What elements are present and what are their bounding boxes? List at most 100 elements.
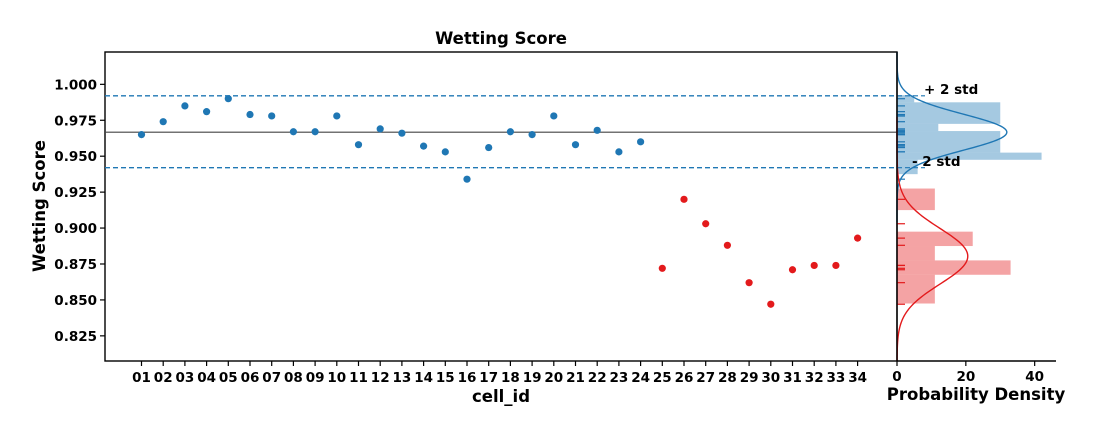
x-tick-label: 08 [284, 370, 303, 386]
y-tick-label: 0.925 [54, 185, 97, 201]
x-tick-label: 13 [393, 370, 412, 386]
y-tick-label: 0.950 [54, 149, 97, 165]
scatter-point-blue [528, 131, 536, 139]
scatter-point-blue [203, 108, 211, 116]
histogram-bar-blue [897, 159, 918, 175]
histogram-x-ticks: 0 20 40 [892, 361, 1044, 385]
histogram-bar-red [897, 274, 935, 304]
scatter-point-blue [637, 138, 645, 146]
histogram-reference-lines [897, 95, 925, 169]
scatter-plot-frame [104, 51, 898, 362]
x-tick-label: 15 [436, 370, 455, 386]
scatter-point-red [832, 261, 840, 270]
x-tick-label: 31 [783, 370, 802, 386]
x-tick-label: 07 [262, 370, 281, 386]
x-tick-label: 18 [501, 370, 520, 386]
x-tick-label: 28 [718, 370, 737, 386]
histogram-bar-blue [897, 95, 915, 103]
histogram-x-tick-label: 40 [1025, 369, 1044, 385]
scatter-point-blue [615, 148, 623, 156]
reference-lines [105, 95, 897, 169]
x-axis-label: cell_id [472, 387, 530, 406]
scatter-point-blue [463, 175, 471, 183]
scatter-point-blue [376, 125, 384, 133]
histogram-bar-blue [897, 131, 1001, 153]
x-tick-label: 11 [349, 370, 368, 386]
histogram-bar-blue [897, 152, 1042, 160]
histogram-bar-blue [897, 123, 939, 132]
scatter-point-blue [441, 148, 449, 156]
plus-2-std-annotation: + 2 std [924, 82, 978, 98]
y-axis-ticks: 0.825 0.850 0.875 0.900 0.925 0.950 0.975 1.000 [54, 77, 105, 345]
histogram-bar-blue [897, 102, 1001, 124]
x-tick-label: 17 [479, 370, 498, 386]
scatter-point-red [810, 261, 818, 270]
scatter-point-blue [224, 95, 232, 103]
x-tick-label: 24 [631, 370, 650, 386]
scatter-point-blue [333, 112, 341, 120]
x-tick-label: 30 [761, 370, 780, 386]
x-tick-label: 34 [848, 370, 867, 386]
scatter-point-red [723, 241, 732, 249]
y-tick-label: 0.850 [54, 293, 97, 309]
minus-2-std-annotation: - 2 std [912, 154, 961, 170]
x-tick-label: 21 [566, 370, 585, 386]
scatter-point-blue [354, 141, 363, 149]
y-tick-label: 0.900 [54, 221, 97, 237]
scatter-point-red [745, 279, 753, 287]
scatter-point-red [658, 264, 666, 272]
scatter-point-red [788, 266, 797, 274]
scatter-point-blue [181, 102, 189, 110]
histogram-x-axis-label: Probability Density [887, 385, 1066, 404]
chart-title: Wetting Score [435, 29, 567, 48]
y-axis-label: Wetting Score [30, 140, 49, 272]
scatter-point-blue [506, 128, 514, 136]
x-tick-label: 04 [197, 370, 216, 386]
scatter-point-red [702, 220, 710, 228]
x-tick-label: 29 [740, 370, 759, 386]
histogram-bar-red [897, 188, 935, 211]
y-tick-label: 0.825 [54, 329, 97, 345]
y-tick-label: 1.000 [54, 77, 97, 93]
x-tick-label: 23 [610, 370, 629, 386]
scatter-point-blue [137, 131, 146, 139]
x-tick-label: 33 [827, 370, 846, 386]
x-tick-label: 16 [458, 370, 477, 386]
scatter-point-blue [571, 141, 580, 149]
scatter-panel: 0.825 0.850 0.875 0.900 0.925 0.950 0.975 1.000… [30, 29, 898, 406]
histogram-panel: 0 20 40 + 2 std - 2 std Probability Densit… [887, 52, 1066, 404]
x-tick-label: 06 [241, 370, 260, 386]
scatter-point-red [767, 300, 775, 308]
scatter-point-blue [593, 126, 601, 134]
scatter-point-blue [311, 128, 319, 136]
scatter-point-blue [246, 110, 254, 119]
x-tick-label: 32 [805, 370, 824, 386]
histogram-bars [897, 95, 1042, 304]
x-tick-label: 03 [176, 370, 195, 386]
histogram-x-tick-label: 20 [956, 369, 975, 385]
x-tick-label: 12 [371, 370, 390, 386]
scatter-point-blue [268, 112, 276, 120]
y-tick-label: 0.975 [54, 113, 97, 129]
x-tick-label: 27 [696, 370, 715, 386]
x-tick-label: 22 [588, 370, 607, 386]
scatter-points [137, 95, 862, 308]
histogram-bar-red [897, 260, 1011, 275]
scatter-point-blue [159, 118, 167, 126]
x-axis-ticks: 01 02 03 04 05 06 07 08 09 10 11 12 13 14 15 16 17 18 19 20… [132, 361, 867, 386]
scatter-point-blue [398, 129, 406, 137]
x-tick-label: 20 [544, 370, 563, 386]
scatter-point-blue [289, 128, 297, 136]
x-tick-label: 19 [523, 370, 542, 386]
histogram-x-tick-label: 0 [892, 369, 901, 385]
scatter-point-blue [550, 112, 558, 120]
x-tick-label: 26 [675, 370, 694, 386]
x-tick-label: 09 [306, 370, 325, 386]
x-tick-label: 25 [653, 370, 672, 386]
x-tick-label: 10 [327, 370, 346, 386]
scatter-point-blue [485, 143, 493, 152]
x-tick-label: 05 [219, 370, 238, 386]
histogram-bar-red [897, 231, 973, 247]
